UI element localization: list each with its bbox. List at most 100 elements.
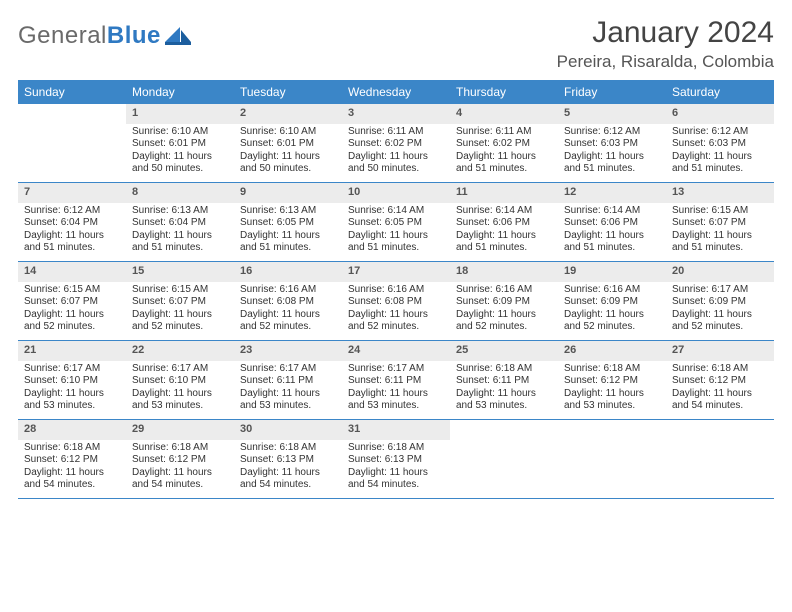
sunset-text: Sunset: 6:04 PM xyxy=(132,217,228,230)
week-row: 7Sunrise: 6:12 AMSunset: 6:04 PMDaylight… xyxy=(18,183,774,262)
sunset-text: Sunset: 6:12 PM xyxy=(672,375,768,388)
day-number: 5 xyxy=(558,104,666,124)
sunset-text: Sunset: 6:05 PM xyxy=(348,217,444,230)
daylight-b-text: and 54 minutes. xyxy=(672,400,768,413)
day-cell: 1Sunrise: 6:10 AMSunset: 6:01 PMDaylight… xyxy=(126,104,234,182)
sunrise-text: Sunrise: 6:11 AM xyxy=(348,126,444,139)
day-number: 24 xyxy=(342,341,450,361)
sunset-text: Sunset: 6:03 PM xyxy=(564,138,660,151)
brand-logo: GeneralBlue xyxy=(18,16,191,50)
sunset-text: Sunset: 6:11 PM xyxy=(456,375,552,388)
daylight-a-text: Daylight: 11 hours xyxy=(672,230,768,243)
day-number: 7 xyxy=(18,183,126,203)
daylight-a-text: Daylight: 11 hours xyxy=(348,151,444,164)
sunrise-text: Sunrise: 6:15 AM xyxy=(24,284,120,297)
daylight-a-text: Daylight: 11 hours xyxy=(132,467,228,480)
sunset-text: Sunset: 6:08 PM xyxy=(240,296,336,309)
daylight-a-text: Daylight: 11 hours xyxy=(456,151,552,164)
day-number: 16 xyxy=(234,262,342,282)
day-number: 31 xyxy=(342,420,450,440)
daylight-b-text: and 52 minutes. xyxy=(456,321,552,334)
day-cell: 8Sunrise: 6:13 AMSunset: 6:04 PMDaylight… xyxy=(126,183,234,261)
day-details: Sunrise: 6:14 AMSunset: 6:05 PMDaylight:… xyxy=(342,203,450,259)
sunset-text: Sunset: 6:08 PM xyxy=(348,296,444,309)
day-details: Sunrise: 6:10 AMSunset: 6:01 PMDaylight:… xyxy=(126,124,234,180)
sunset-text: Sunset: 6:03 PM xyxy=(672,138,768,151)
daylight-a-text: Daylight: 11 hours xyxy=(456,230,552,243)
sunrise-text: Sunrise: 6:17 AM xyxy=(132,363,228,376)
daylight-b-text: and 52 minutes. xyxy=(24,321,120,334)
daylight-a-text: Daylight: 11 hours xyxy=(240,230,336,243)
daylight-b-text: and 51 minutes. xyxy=(564,163,660,176)
daylight-a-text: Daylight: 11 hours xyxy=(672,151,768,164)
day-cell: 19Sunrise: 6:16 AMSunset: 6:09 PMDayligh… xyxy=(558,262,666,340)
day-number xyxy=(558,420,666,426)
daylight-b-text: and 52 minutes. xyxy=(240,321,336,334)
weekday-header: Wednesday xyxy=(342,80,450,104)
sunrise-text: Sunrise: 6:12 AM xyxy=(564,126,660,139)
week-row: 28Sunrise: 6:18 AMSunset: 6:12 PMDayligh… xyxy=(18,420,774,499)
day-number: 25 xyxy=(450,341,558,361)
daylight-b-text: and 51 minutes. xyxy=(348,242,444,255)
day-details: Sunrise: 6:18 AMSunset: 6:13 PMDaylight:… xyxy=(234,440,342,496)
daylight-b-text: and 53 minutes. xyxy=(240,400,336,413)
sunrise-text: Sunrise: 6:12 AM xyxy=(24,205,120,218)
daylight-a-text: Daylight: 11 hours xyxy=(564,309,660,322)
sunset-text: Sunset: 6:06 PM xyxy=(564,217,660,230)
daylight-a-text: Daylight: 11 hours xyxy=(348,467,444,480)
daylight-a-text: Daylight: 11 hours xyxy=(132,151,228,164)
day-details: Sunrise: 6:13 AMSunset: 6:04 PMDaylight:… xyxy=(126,203,234,259)
daylight-a-text: Daylight: 11 hours xyxy=(24,388,120,401)
day-cell: 25Sunrise: 6:18 AMSunset: 6:11 PMDayligh… xyxy=(450,341,558,419)
day-number xyxy=(666,420,774,426)
calendar-page: GeneralBlue January 2024 Pereira, Risara… xyxy=(0,0,792,515)
brand-text: GeneralBlue xyxy=(18,22,161,50)
day-number: 2 xyxy=(234,104,342,124)
day-cell: 14Sunrise: 6:15 AMSunset: 6:07 PMDayligh… xyxy=(18,262,126,340)
daylight-b-text: and 51 minutes. xyxy=(240,242,336,255)
sunrise-text: Sunrise: 6:17 AM xyxy=(672,284,768,297)
sunrise-text: Sunrise: 6:12 AM xyxy=(672,126,768,139)
sunset-text: Sunset: 6:07 PM xyxy=(672,217,768,230)
day-number: 19 xyxy=(558,262,666,282)
day-cell: 16 Sunrise: 6:16 AMSunset: 6:08 PMDayligh… xyxy=(234,262,342,340)
brand-word-1: General xyxy=(18,22,107,49)
daylight-b-text: and 52 minutes. xyxy=(132,321,228,334)
sunrise-text: Sunrise: 6:14 AM xyxy=(456,205,552,218)
daylight-a-text: Daylight: 11 hours xyxy=(348,230,444,243)
day-number: 3 xyxy=(342,104,450,124)
day-details: Sunrise: 6:17 AMSunset: 6:11 PMDaylight:… xyxy=(342,361,450,417)
sunset-text: Sunset: 6:13 PM xyxy=(240,454,336,467)
sunset-text: Sunset: 6:02 PM xyxy=(456,138,552,151)
sunset-text: Sunset: 6:01 PM xyxy=(132,138,228,151)
day-details: Sunrise: 6:14 AMSunset: 6:06 PMDaylight:… xyxy=(558,203,666,259)
day-cell: 18Sunrise: 6:16 AMSunset: 6:09 PMDayligh… xyxy=(450,262,558,340)
day-details: Sunrise: 6:16 AMSunset: 6:09 PMDaylight:… xyxy=(450,282,558,338)
day-details: Sunrise: 6:15 AMSunset: 6:07 PMDaylight:… xyxy=(126,282,234,338)
sunrise-text: Sunrise: 6:16 AM xyxy=(240,284,336,297)
day-details: Sunrise: 6:12 AMSunset: 6:04 PMDaylight:… xyxy=(18,203,126,259)
daylight-a-text: Daylight: 11 hours xyxy=(672,309,768,322)
day-details: Sunrise: 6:14 AMSunset: 6:06 PMDaylight:… xyxy=(450,203,558,259)
day-cell: 4Sunrise: 6:11 AMSunset: 6:02 PMDaylight… xyxy=(450,104,558,182)
sunrise-text: Sunrise: 6:14 AM xyxy=(564,205,660,218)
day-details: Sunrise: 6:18 AMSunset: 6:12 PMDaylight:… xyxy=(666,361,774,417)
sunset-text: Sunset: 6:06 PM xyxy=(456,217,552,230)
daylight-a-text: Daylight: 11 hours xyxy=(564,388,660,401)
day-number: 1 xyxy=(126,104,234,124)
day-details: Sunrise: 6:18 AMSunset: 6:12 PMDaylight:… xyxy=(558,361,666,417)
daylight-a-text: Daylight: 11 hours xyxy=(240,309,336,322)
day-cell: 28Sunrise: 6:18 AMSunset: 6:12 PMDayligh… xyxy=(18,420,126,498)
day-details: Sunrise: 6:17 AMSunset: 6:10 PMDaylight:… xyxy=(126,361,234,417)
location-label: Pereira, Risaralda, Colombia xyxy=(557,52,774,72)
brand-word-2: Blue xyxy=(107,22,161,49)
weekday-header-row: Sunday Monday Tuesday Wednesday Thursday… xyxy=(18,80,774,104)
sunset-text: Sunset: 6:12 PM xyxy=(132,454,228,467)
day-number: 9 xyxy=(234,183,342,203)
day-cell: 21Sunrise: 6:17 AMSunset: 6:10 PMDayligh… xyxy=(18,341,126,419)
sunrise-text: Sunrise: 6:18 AM xyxy=(240,442,336,455)
daylight-b-text: and 51 minutes. xyxy=(132,242,228,255)
daylight-a-text: Daylight: 11 hours xyxy=(24,230,120,243)
weekday-header: Sunday xyxy=(18,80,126,104)
sunrise-text: Sunrise: 6:17 AM xyxy=(348,363,444,376)
